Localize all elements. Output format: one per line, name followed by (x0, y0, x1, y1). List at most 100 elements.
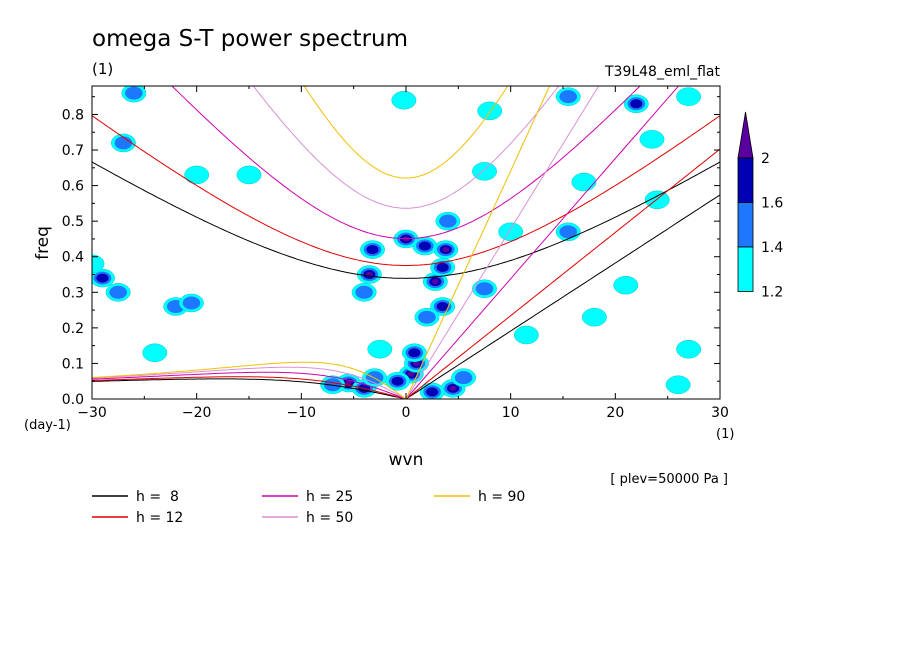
legend-label: h = 12 (136, 510, 183, 526)
x-tick-label: −20 (182, 405, 212, 421)
kelvin-curve (405, 86, 600, 399)
x-tick-label: 20 (606, 405, 624, 421)
kelvin-curve (405, 86, 680, 399)
kelvin-curve (405, 148, 720, 399)
x-axis-label: wvn (389, 450, 424, 470)
colorbar-segment (737, 157, 754, 203)
inertia-gravity-curve (252, 86, 560, 209)
power-blob (320, 375, 346, 395)
power-blob (236, 165, 262, 185)
power-blob (571, 172, 597, 192)
power-blob (582, 307, 607, 327)
x-tick-label: 0 (402, 405, 411, 421)
power-blob (105, 283, 131, 302)
legend-label: h = 90 (478, 489, 525, 505)
x-tick-label: −10 (287, 405, 317, 421)
inertia-gravity-curve (171, 86, 641, 240)
x-tick-label: 10 (502, 405, 520, 421)
y-tick-label: 0.1 (62, 356, 84, 372)
dispersion-curves (92, 86, 720, 399)
colorbar-segment (737, 202, 754, 248)
power-blob (385, 371, 411, 391)
power-blob (433, 240, 459, 259)
y-tick-label: 0.2 (62, 321, 84, 337)
y-tick-label: 0.5 (62, 214, 84, 230)
plev-annotation: [ plev=50000 Pa ] (610, 472, 728, 487)
legend-item: h = 12 (92, 510, 183, 526)
rossby-curve (92, 361, 407, 399)
colorbar-label: 1.2 (761, 285, 783, 301)
power-blob (676, 87, 701, 106)
legend: h = 8 h = 12 h = 25 h = 50 h = 90 (92, 489, 525, 526)
inertia-gravity-curve (92, 115, 720, 266)
power-blob (179, 293, 204, 313)
legend-item: h = 90 (434, 489, 525, 505)
inertia-gravity-curve (92, 161, 720, 279)
x-tick-label: 30 (711, 405, 729, 421)
colorbar: 2 1.6 1.4 1.2 (737, 111, 783, 301)
power-blob (555, 87, 581, 106)
power-blob (451, 368, 476, 387)
power-blob (92, 268, 115, 288)
rossby-curve (92, 371, 407, 399)
x-tick-label: −30 (77, 405, 107, 421)
x-unit-label: (1) (716, 427, 734, 442)
power-blob (92, 254, 105, 274)
y-axis-label: freq (33, 226, 53, 260)
axis-ticks: −30 −20 −10 0 10 20 30 0.0 0.1 0.2 0.3 0.4 0.5 0.6 0.7… (62, 86, 729, 421)
power-blob (498, 222, 524, 242)
y-tick-label: 0.3 (62, 285, 84, 301)
colorbar-label: 1.4 (761, 240, 783, 256)
power-blob (435, 211, 461, 231)
power-blob (419, 382, 445, 399)
power-blob (121, 86, 147, 103)
legend-item: h = 50 (262, 510, 353, 526)
colorbar-label: 1.6 (761, 196, 783, 212)
power-blob (665, 375, 691, 395)
power-blob (639, 130, 665, 149)
run-label: T39L48_eml_flat (604, 64, 721, 80)
chart-subtitle: (1) (92, 60, 113, 78)
power-blob (351, 283, 377, 302)
y-tick-label: 0.8 (62, 107, 84, 123)
power-blob (184, 165, 210, 185)
y-tick-label: 0.0 (62, 392, 84, 408)
power-blob (472, 279, 497, 298)
kelvin-curve (405, 194, 720, 399)
power-blob (391, 90, 417, 110)
colorbar-segment (737, 246, 754, 292)
rossby-curve (92, 378, 407, 399)
y-tick-label: 0.6 (62, 179, 84, 195)
power-blob (555, 222, 581, 242)
power-blob (613, 275, 639, 295)
rossby-curve (92, 366, 407, 399)
power-blob (430, 297, 456, 316)
legend-label: h = 8 (136, 489, 179, 505)
y-unit-label: (day-1) (24, 418, 71, 433)
power-blob (676, 339, 701, 359)
legend-item: h = 8 (92, 489, 179, 505)
legend-item: h = 25 (262, 489, 353, 505)
power-blob (623, 94, 649, 114)
power-blob (111, 133, 136, 153)
power-blob (360, 240, 385, 259)
power-blob (477, 101, 503, 121)
y-tick-label: 0.7 (62, 143, 84, 159)
power-blob (472, 162, 497, 181)
power-blob (367, 339, 393, 359)
kelvin-curve (405, 86, 551, 399)
chart-title: omega S-T power spectrum (92, 26, 408, 52)
rossby-curve (92, 376, 407, 399)
inertia-gravity-curve (303, 86, 509, 179)
power-blob (142, 343, 168, 363)
colorbar-extend-arrow (737, 111, 754, 159)
power-blob (414, 307, 440, 327)
power-blob (401, 343, 427, 363)
legend-label: h = 25 (306, 489, 353, 505)
colorbar-label: 2 (761, 151, 770, 167)
legend-label: h = 50 (306, 510, 353, 526)
y-tick-label: 0.4 (62, 250, 84, 266)
power-blob (513, 325, 539, 345)
power-contours (92, 86, 701, 399)
